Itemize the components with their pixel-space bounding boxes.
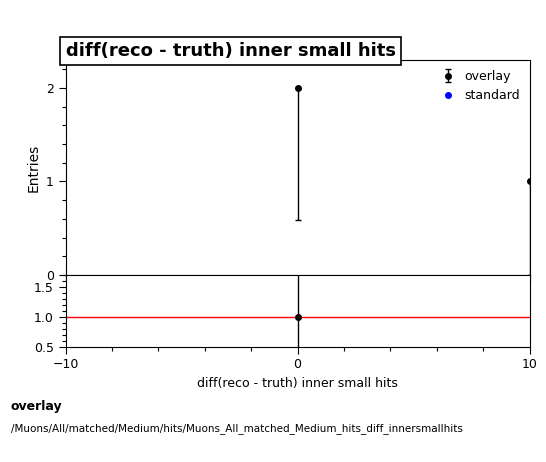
Legend: overlay, standard: overlay, standard [435,67,524,106]
X-axis label: diff(reco - truth) inner small hits: diff(reco - truth) inner small hits [197,377,398,390]
Text: /Muons/All/matched/Medium/hits/Muons_All_matched_Medium_hits_diff_innersmallhits: /Muons/All/matched/Medium/hits/Muons_All… [11,423,463,434]
Y-axis label: Entries: Entries [26,143,40,192]
Text: overlay: overlay [11,400,63,413]
Text: diff(reco - truth) inner small hits: diff(reco - truth) inner small hits [66,42,395,60]
